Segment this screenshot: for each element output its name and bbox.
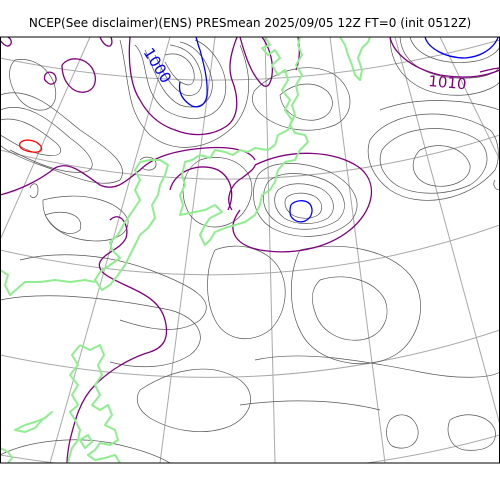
contour-label-1000: 1000 — [140, 45, 176, 87]
longitude-line — [329, 37, 386, 463]
latitude-line — [0, 434, 500, 463]
longitude-line — [49, 37, 171, 463]
longitude-line — [264, 37, 276, 463]
contour-label-1010: 1010 — [428, 72, 468, 93]
latitude-line — [0, 224, 500, 276]
graticule — [0, 37, 500, 463]
isobar-1010 — [0, 37, 500, 463]
isobar-1000 — [178, 37, 499, 223]
latitude-line — [0, 329, 500, 378]
longitude-line — [0, 37, 91, 241]
thin-isobars — [0, 37, 500, 463]
coastlines — [0, 37, 371, 463]
longitude-line — [394, 37, 500, 426]
isobar-1020 — [18, 139, 43, 153]
longitude-line — [159, 37, 216, 463]
map-title: NCEP(See disclaimer)(ENS) PRESmean 2025/… — [28, 16, 472, 30]
latitude-line — [0, 39, 500, 81]
longitude-line — [439, 37, 500, 161]
